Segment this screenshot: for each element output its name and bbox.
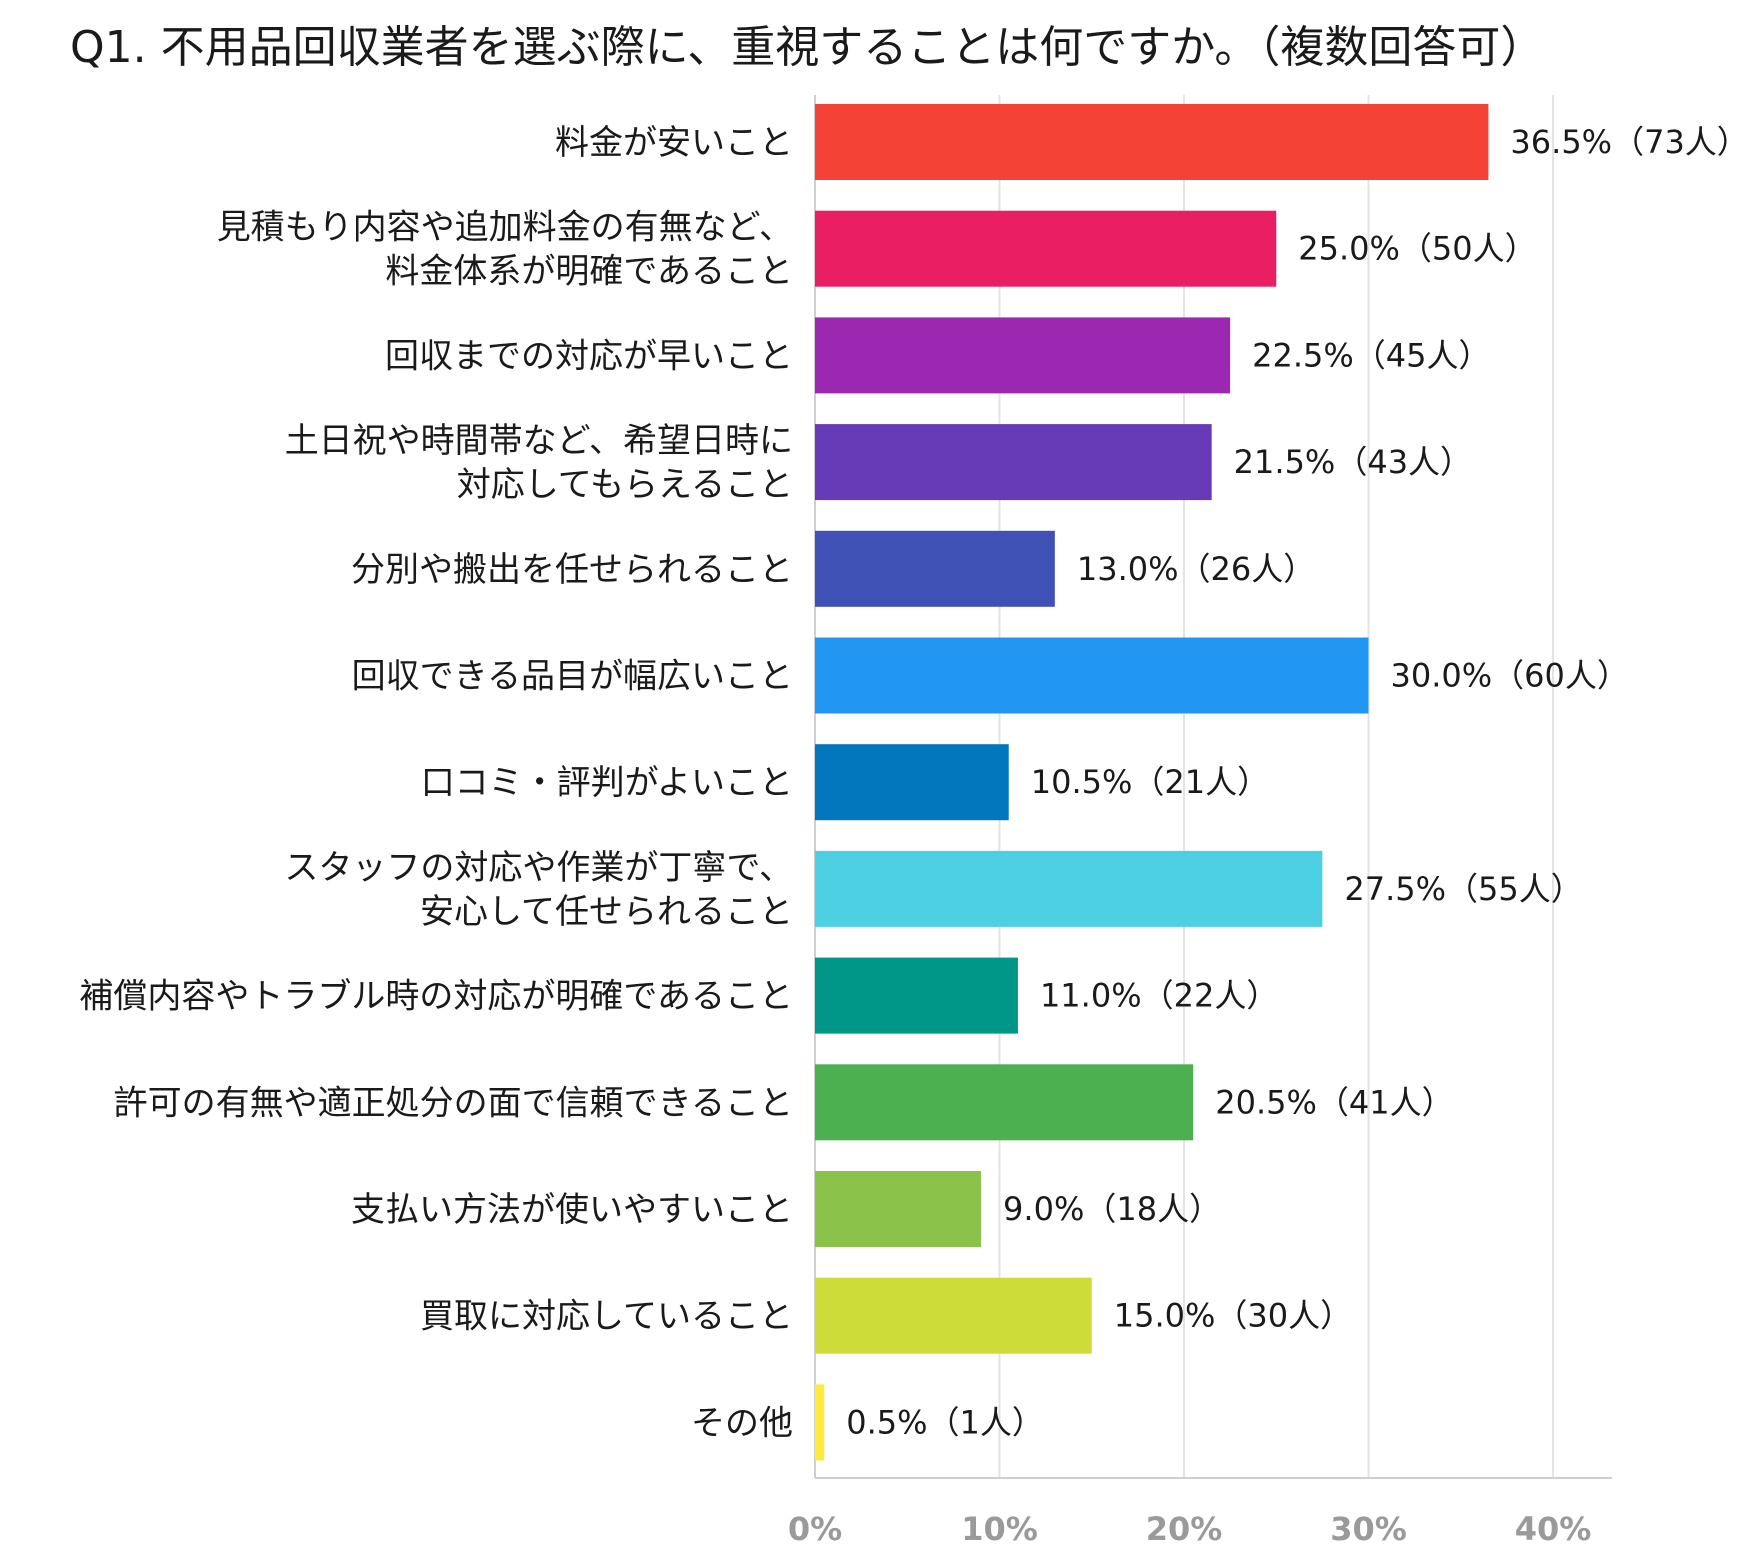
category-label: 安心して任せられること — [420, 892, 793, 932]
category-label: 回収までの対応が早いこと — [385, 336, 793, 376]
category-label: 支払い方法が使いやすいこと — [351, 1190, 793, 1230]
category-label: 補償内容やトラブル時の対応が明確であること — [79, 977, 793, 1017]
data-label: 30.0%（60人） — [1391, 657, 1629, 695]
category-label: 口コミ・評判がよいこと — [421, 763, 793, 803]
category-label: その他 — [691, 1403, 793, 1443]
data-label: 36.5%（73人） — [1510, 123, 1748, 161]
bar — [815, 104, 1489, 180]
bar — [815, 1171, 982, 1247]
category-label: 見積もり内容や追加料金の有無など、 — [217, 208, 793, 248]
x-axis-ticks: 0% 10% 20% 30% 40% — [788, 1510, 1591, 1548]
bar — [815, 744, 1009, 821]
data-label: 15.0%（30人） — [1114, 1297, 1352, 1335]
value-labels: 36.5%（73人） 25.0%（50人） 22.5%（45人） 21.5%（43人）… — [846, 123, 1749, 1441]
category-label: 分別や搬出を任せられること — [351, 550, 793, 590]
bar — [815, 210, 1277, 287]
bar — [815, 637, 1369, 714]
category-label: 買取に対応していること — [420, 1297, 793, 1337]
x-tick-label: 0% — [788, 1510, 842, 1548]
data-label: 22.5%（45人） — [1252, 336, 1490, 374]
category-label: 許可の有無や適正処分の面で信頼できること — [114, 1083, 793, 1123]
bar — [815, 424, 1212, 501]
category-label: スタッフの対応や作業が丁寧で、 — [284, 848, 793, 888]
bar — [815, 1277, 1092, 1354]
data-label: 0.5%（1人） — [846, 1403, 1044, 1441]
bar — [815, 530, 1055, 607]
category-label: 回収できる品目が幅広いこと — [352, 657, 793, 697]
category-label: 料金体系が明確であること — [385, 252, 793, 292]
x-tick-label: 30% — [1330, 1510, 1407, 1548]
chart-title: Q1. 不用品回収業者を選ぶ際に、重視することは何ですか。（複数回答可） — [70, 22, 1544, 73]
bar — [815, 317, 1231, 394]
data-label: 21.5%（43人） — [1234, 443, 1472, 481]
data-label: 13.0%（26人） — [1077, 550, 1315, 588]
category-label: 対応してもらえること — [457, 465, 793, 505]
category-label: 料金が安いこと — [555, 123, 793, 163]
x-tick-label: 40% — [1515, 1510, 1592, 1548]
data-label: 9.0%（18人） — [1003, 1190, 1221, 1228]
x-tick-label: 10% — [961, 1510, 1038, 1548]
data-label: 25.0%（50人） — [1298, 230, 1536, 268]
bar — [815, 1384, 825, 1461]
x-tick-label: 20% — [1146, 1510, 1223, 1548]
data-label: 10.5%（21人） — [1031, 763, 1269, 801]
data-label: 20.5%（41人） — [1215, 1083, 1453, 1121]
bars — [815, 104, 1489, 1461]
bar — [815, 1064, 1194, 1141]
bar — [815, 850, 1323, 927]
data-label: 11.0%（22人） — [1040, 977, 1278, 1015]
data-label: 27.5%（55人） — [1344, 870, 1582, 908]
bar — [815, 957, 1018, 1034]
category-labels: 料金が安いこと見積もり内容や追加料金の有無など、料金体系が明確であること回収まで… — [79, 123, 793, 1443]
category-label: 土日祝や時間帯など、希望日時に — [285, 421, 793, 461]
